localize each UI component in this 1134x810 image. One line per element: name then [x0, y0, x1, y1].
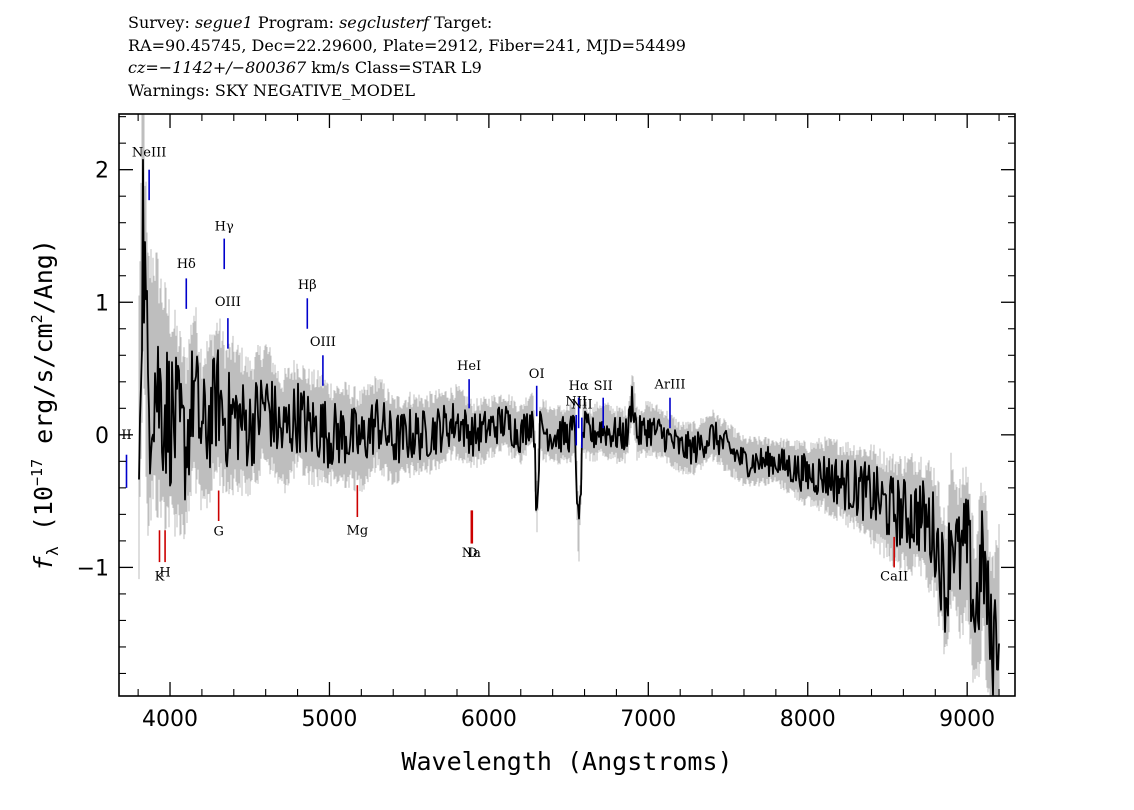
- cz-label: cz=: [128, 58, 159, 77]
- program-value: segclusterf: [339, 13, 430, 32]
- emission-line-label: Hδ: [177, 257, 196, 272]
- emission-line-label: NII: [565, 395, 587, 410]
- survey-label: Survey:: [128, 13, 190, 32]
- absorption-line-label: H: [159, 566, 170, 581]
- header-line-survey: Survey: segue1 Program: segclusterf Targ…: [128, 12, 686, 35]
- y-label-end: /Ang): [29, 239, 58, 314]
- absorption-line-label: Mg: [347, 523, 369, 538]
- x-tick-label: 9000: [939, 707, 995, 732]
- emission-line-label: Hα: [569, 379, 589, 394]
- header-line-redshift: cz=−1142+/−800367 km/s Class=STAR L9: [128, 57, 686, 80]
- absorption-line-label: Na: [462, 546, 481, 561]
- y-axis-label: fλ (10−17 erg/s/cm2/Ang): [28, 239, 62, 571]
- target-label: Target:: [434, 13, 493, 32]
- program-label: Program:: [257, 13, 334, 32]
- y-tick-label: −1: [77, 556, 109, 581]
- emission-line-label: NII: [571, 397, 593, 412]
- x-axis-label: Wavelength (Angstroms): [401, 747, 732, 776]
- emission-line-label: Hβ: [298, 278, 317, 293]
- emission-line-label: Hγ: [215, 220, 234, 235]
- x-tick-label: 6000: [461, 707, 517, 732]
- x-tick-label: 8000: [780, 707, 836, 732]
- plot-frame: [118, 113, 1016, 697]
- y-tick-label: 0: [95, 424, 109, 449]
- y-tick-label: 1: [95, 291, 109, 316]
- y-label-open: (10: [29, 486, 58, 546]
- absorption-line-label: D: [467, 546, 477, 561]
- spectrum-header: Survey: segue1 Program: segclusterf Targ…: [128, 12, 686, 102]
- x-tick-label: 5000: [301, 707, 357, 732]
- emission-line-label: OIII: [310, 335, 336, 350]
- emission-line-label: NeIII: [132, 145, 166, 160]
- emission-line-label: OI: [529, 367, 545, 382]
- x-tick-label: 4000: [142, 707, 198, 732]
- cz-unit-class: km/s Class=STAR L9: [306, 58, 482, 77]
- emission-line-label: HeI: [457, 359, 481, 374]
- flux-layer: [138, 158, 1000, 696]
- y-label-lambda: λ: [43, 546, 62, 556]
- x-tick-label: 7000: [620, 707, 676, 732]
- emission-line-label: ArIII: [653, 377, 685, 392]
- emission-line-label: SII: [594, 379, 613, 394]
- flux-series-line: [138, 158, 1000, 696]
- y-label-squared: 2: [28, 314, 46, 323]
- absorption-line-label: G: [213, 525, 223, 540]
- absorption-line-label: CaII: [880, 570, 908, 585]
- axis-ticks: 4000 5000 6000 7000 8000 9000 −1 0 1 2: [77, 114, 1015, 732]
- survey-value: segue1: [194, 13, 253, 32]
- emission-line-label: OIII: [215, 295, 241, 310]
- y-label-f: f: [29, 555, 58, 571]
- header-line-coordinates: RA=90.45745, Dec=22.29600, Plate=2912, F…: [128, 35, 686, 55]
- y-tick-label: 2: [95, 159, 109, 184]
- y-label-units: erg/s/cm: [29, 323, 58, 458]
- absorption-line-label: K: [155, 570, 165, 585]
- header-line-warnings: Warnings: SKY NEGATIVE_MODEL: [128, 80, 416, 100]
- cz-value: −1142+/−800367: [158, 58, 307, 77]
- y-label-exponent: −17: [28, 459, 46, 486]
